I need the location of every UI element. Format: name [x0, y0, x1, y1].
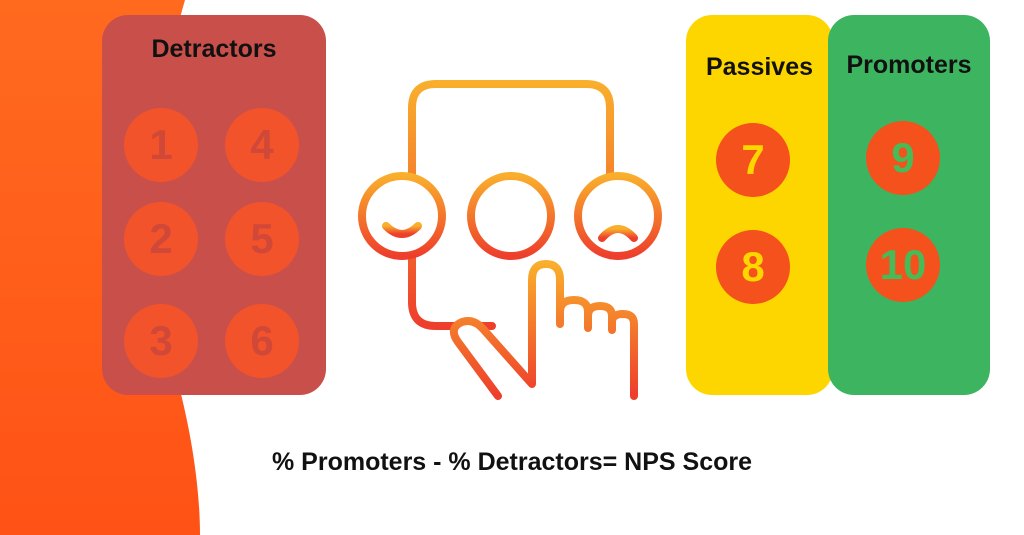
promoters-label: Promoters: [846, 51, 972, 79]
phone-rating-illustration: [358, 80, 662, 400]
score-circle-8: 8: [716, 230, 790, 304]
pointing-hand-icon: [449, 260, 638, 400]
score-circle-2: 2: [124, 202, 198, 276]
score-circle-10: 10: [866, 228, 940, 302]
promoters-panel: Promoters 9 10: [828, 15, 990, 395]
passives-panel: Passives 7 8: [686, 15, 833, 395]
smiley-sad-icon: [574, 172, 662, 260]
passives-label: Passives: [705, 53, 814, 81]
score-circle-1: 1: [124, 108, 198, 182]
smiley-happy-icon: [358, 172, 446, 260]
score-circle-9: 9: [866, 121, 940, 195]
score-circle-5: 5: [225, 202, 299, 276]
score-circle-3: 3: [124, 304, 198, 378]
score-circle-7: 7: [716, 123, 790, 197]
nps-formula: % Promoters - % Detractors= NPS Score: [271, 448, 753, 476]
detractors-panel: Detractors 1 4 2 5 3 6: [102, 15, 326, 395]
score-circle-6: 6: [225, 304, 299, 378]
smiley-neutral-icon: [467, 172, 555, 260]
detractors-label: Detractors: [151, 35, 277, 63]
score-circle-4: 4: [225, 108, 299, 182]
